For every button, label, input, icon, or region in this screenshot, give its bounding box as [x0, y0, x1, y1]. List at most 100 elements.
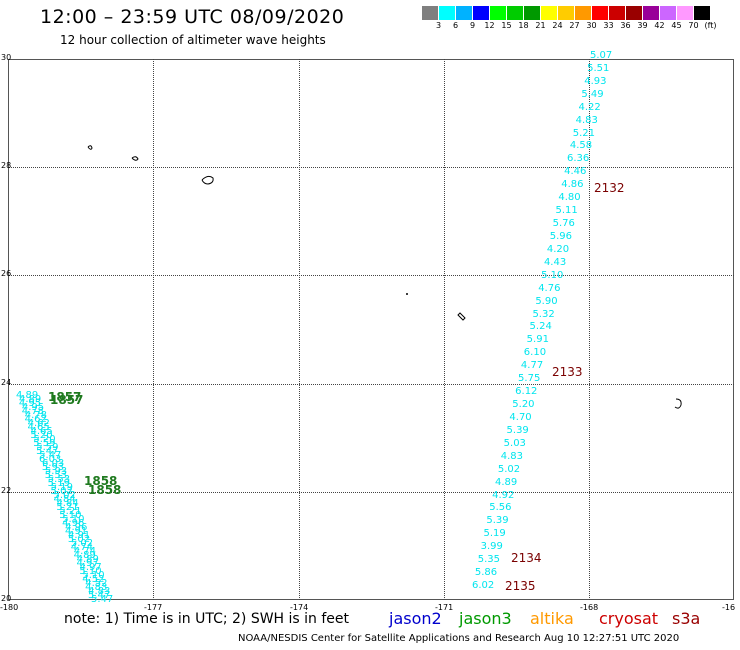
wave-height-label: 4.83	[500, 450, 524, 462]
pass-time-label: 2133	[552, 365, 583, 379]
scale-swatch	[609, 6, 626, 20]
wave-height-label: 5.10	[79, 566, 102, 577]
scale-label: 36	[620, 21, 631, 30]
wave-height-label: 5.86	[474, 567, 498, 579]
wave-height-label: 4.62	[27, 418, 50, 429]
scale-swatch	[439, 6, 456, 20]
wave-height-label: 4.74	[70, 542, 93, 553]
island-outline	[674, 398, 682, 409]
wave-height-label: 4.89	[73, 550, 96, 561]
grid-line-horizontal	[8, 492, 734, 493]
wave-height-label: 5.39	[506, 424, 529, 436]
grid-line-vertical	[444, 59, 445, 600]
map-subtitle: 12 hour collection of altimeter wave hei…	[60, 33, 326, 47]
island-outline	[457, 312, 466, 321]
x-axis-tick-label: -177	[144, 603, 163, 612]
wave-height-label: 5.39	[486, 515, 509, 527]
wave-height-label: 6.03	[42, 458, 65, 469]
wave-height-label: 4.77	[520, 360, 544, 372]
wave-height-label: 4.91	[64, 526, 88, 537]
pass-time-label: 1857	[48, 390, 82, 404]
island-outline	[131, 156, 139, 161]
wave-height-label: 4.65	[30, 426, 53, 437]
satellite-legend-jason3: jason3	[459, 609, 512, 628]
wave-height-label: 4.97	[79, 562, 102, 573]
wave-height-label: 5.10	[62, 514, 85, 525]
wave-height-label: 4.83	[575, 114, 598, 126]
wave-height-label: 5.90	[535, 295, 558, 307]
color-scale-legend	[422, 6, 711, 20]
wave-height-label: 5.47	[91, 594, 114, 605]
wave-height-label: 5.02	[53, 490, 76, 501]
scale-label: 15	[501, 21, 512, 30]
wave-height-label: 5.93	[41, 462, 65, 473]
satellite-legend-altika: altika	[530, 609, 574, 628]
wave-height-label: 6.12	[515, 386, 538, 398]
wave-height-label: 5.76	[552, 218, 575, 230]
pass-time-label: 1858	[84, 474, 118, 488]
wave-height-label: 4.93	[584, 75, 607, 87]
wave-height-label: 5.10	[541, 269, 564, 281]
satellite-legend-cryosat: cryosat	[599, 609, 659, 628]
wave-height-label: 4.91	[67, 530, 91, 541]
wave-height-label: 5.47	[36, 446, 59, 457]
wave-height-label: 4.92	[492, 489, 515, 501]
scale-label: 18	[518, 21, 529, 30]
scale-swatch	[456, 6, 473, 20]
wave-height-label: 5.24	[529, 321, 552, 333]
y-axis-tick-label: 28	[1, 161, 12, 170]
x-axis-tick-label: -174	[290, 603, 309, 612]
wave-height-label: 4.76	[538, 282, 561, 294]
wave-height-label: 5.96	[549, 230, 572, 242]
wave-height-label: 5.11	[555, 205, 578, 217]
map-plot-area	[8, 59, 734, 600]
scale-label: 39	[637, 21, 648, 30]
wave-height-label: 5.93	[44, 466, 68, 477]
scale-swatch	[524, 6, 541, 20]
wave-height-label: 4.80	[558, 192, 581, 204]
wave-height-label: 4.65	[27, 422, 50, 433]
wave-height-label: 4.70	[509, 411, 532, 423]
wave-height-label: 4.52	[85, 578, 108, 589]
scale-label: 6	[452, 21, 459, 30]
wave-height-label: 5.02	[50, 486, 73, 497]
wave-height-label: 5.53	[47, 474, 71, 485]
x-axis-tick-label: -168	[580, 603, 599, 612]
wave-height-label: 5.21	[59, 506, 82, 517]
island-dot	[406, 293, 408, 295]
wave-height-label: 5.47	[39, 450, 62, 461]
wave-height-label: 4.97	[76, 558, 99, 569]
scale-label: 33	[603, 21, 614, 30]
wave-height-label: 5.02	[70, 538, 94, 549]
wave-height-label: 4.62	[24, 414, 47, 425]
scale-swatch	[660, 6, 677, 20]
satellite-legend-s3a: s3a	[672, 609, 701, 628]
wave-height-label: 5.19	[47, 478, 70, 489]
wave-height-label: 5.59	[36, 442, 59, 453]
scale-swatch	[592, 6, 609, 20]
scale-swatch	[626, 6, 643, 20]
wave-height-label: 6.10	[523, 347, 547, 359]
x-axis-tick-label: -180	[0, 603, 19, 612]
grid-line-horizontal	[8, 384, 734, 385]
wave-height-label: 4.84	[53, 494, 76, 505]
wave-height-label: 5.51	[587, 62, 610, 74]
pass-time-label: 2134	[511, 551, 542, 565]
wave-height-label: 4.43	[543, 256, 567, 268]
scale-label: 12	[484, 21, 495, 30]
y-axis-tick-label: 30	[1, 53, 12, 62]
pass-time-label: 1858	[88, 483, 122, 497]
scale-swatch	[422, 6, 439, 20]
island-outline	[87, 145, 93, 150]
wave-height-label: 6.36	[566, 153, 590, 165]
wave-height-label: 5.21	[56, 502, 79, 513]
scale-swatch	[694, 6, 711, 20]
scale-label: (ft)	[704, 21, 717, 30]
scale-label: 70	[688, 21, 699, 30]
wave-height-label: 4.95	[21, 402, 45, 413]
wave-height-label: 6.02	[472, 580, 495, 591]
wave-height-label: 5.20	[33, 434, 56, 445]
wave-height-label: 5.59	[33, 438, 56, 449]
wave-height-label: 4.89	[19, 394, 42, 405]
x-axis-tick-label: -171	[435, 603, 454, 612]
